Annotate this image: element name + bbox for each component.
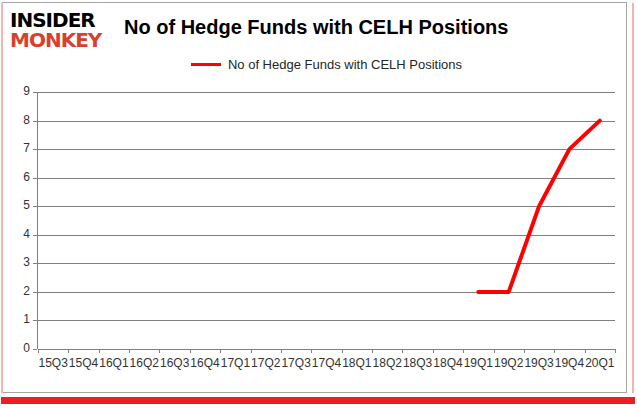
x-axis-tick bbox=[311, 349, 312, 353]
x-axis-tick bbox=[615, 349, 616, 353]
plot-area: 012345678915Q315Q416Q116Q216Q316Q417Q117… bbox=[38, 92, 615, 349]
legend: No of Hedge Funds with CELH Positions bbox=[38, 57, 615, 72]
y-tick-label: 1 bbox=[6, 312, 30, 326]
y-tick-label: 0 bbox=[6, 341, 30, 355]
x-tick-label: 18Q2 bbox=[373, 356, 402, 370]
series-line bbox=[478, 121, 600, 292]
x-axis-tick bbox=[402, 349, 403, 353]
legend-line-marker bbox=[191, 63, 221, 66]
x-axis-tick bbox=[281, 349, 282, 353]
x-axis-tick bbox=[554, 349, 555, 353]
x-tick-label: 19Q2 bbox=[494, 356, 523, 370]
insider-monkey-logo: INSIDER MONKEY bbox=[10, 10, 101, 50]
right-accent-border bbox=[632, 3, 634, 393]
bottom-accent-bar bbox=[1, 397, 635, 404]
x-axis-tick bbox=[372, 349, 373, 353]
y-tick-label: 6 bbox=[6, 170, 30, 184]
y-tick-label: 7 bbox=[6, 141, 30, 155]
series-line-svg bbox=[38, 92, 615, 349]
x-axis-tick bbox=[585, 349, 586, 353]
y-tick-label: 3 bbox=[6, 255, 30, 269]
x-tick-label: 16Q4 bbox=[190, 356, 219, 370]
x-axis-tick bbox=[433, 349, 434, 353]
y-tick-label: 5 bbox=[6, 198, 30, 212]
y-tick-label: 9 bbox=[6, 84, 30, 98]
x-tick-label: 17Q4 bbox=[312, 356, 341, 370]
x-axis-tick bbox=[251, 349, 252, 353]
x-tick-label: 19Q3 bbox=[524, 356, 553, 370]
x-tick-label: 16Q3 bbox=[160, 356, 189, 370]
x-tick-label: 18Q4 bbox=[433, 356, 462, 370]
x-tick-label: 18Q3 bbox=[403, 356, 432, 370]
x-axis-tick bbox=[524, 349, 525, 353]
y-tick-label: 4 bbox=[6, 227, 30, 241]
x-tick-label: 15Q3 bbox=[38, 356, 67, 370]
x-tick-label: 19Q1 bbox=[464, 356, 493, 370]
legend-label: No of Hedge Funds with CELH Positions bbox=[228, 57, 462, 72]
y-tick-label: 8 bbox=[6, 113, 30, 127]
x-tick-label: 19Q4 bbox=[555, 356, 584, 370]
x-tick-label: 15Q4 bbox=[69, 356, 98, 370]
x-tick-label: 17Q1 bbox=[221, 356, 250, 370]
left-accent-border bbox=[1, 3, 3, 393]
logo-line-monkey: MONKEY bbox=[10, 30, 101, 50]
x-axis-tick bbox=[190, 349, 191, 353]
x-tick-label: 16Q2 bbox=[130, 356, 159, 370]
y-tick-label: 2 bbox=[6, 284, 30, 298]
x-axis-tick bbox=[342, 349, 343, 353]
chart-title: No of Hedge Funds with CELH Positions bbox=[124, 16, 508, 39]
x-axis-tick bbox=[494, 349, 495, 353]
logo-line-insider: INSIDER bbox=[10, 10, 101, 30]
x-axis-tick bbox=[68, 349, 69, 353]
y-axis-tick bbox=[33, 349, 37, 350]
chart-card: INSIDER MONKEY No of Hedge Funds with CE… bbox=[0, 0, 637, 408]
x-axis-tick bbox=[159, 349, 160, 353]
x-tick-label: 16Q1 bbox=[99, 356, 128, 370]
x-tick-label: 17Q3 bbox=[281, 356, 310, 370]
x-axis-tick bbox=[99, 349, 100, 353]
gridline bbox=[38, 349, 615, 350]
x-tick-label: 17Q2 bbox=[251, 356, 280, 370]
x-axis-tick bbox=[38, 349, 39, 353]
x-axis-tick bbox=[129, 349, 130, 353]
x-tick-label: 20Q1 bbox=[585, 356, 614, 370]
x-axis-tick bbox=[220, 349, 221, 353]
x-axis-tick bbox=[463, 349, 464, 353]
x-tick-label: 18Q1 bbox=[342, 356, 371, 370]
